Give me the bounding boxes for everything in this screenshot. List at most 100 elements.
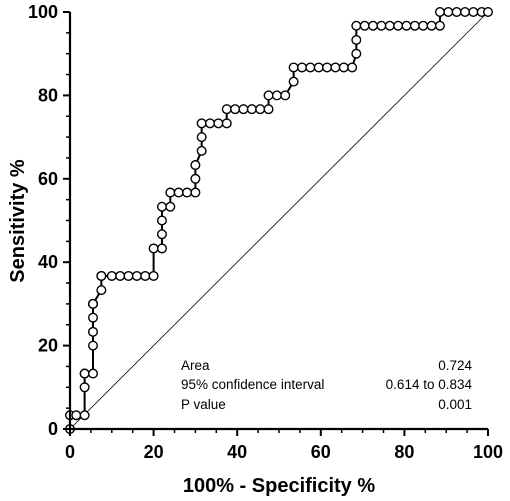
y-tick-label: 20 xyxy=(38,336,58,356)
roc-data-point xyxy=(359,20,370,31)
roc-data-point xyxy=(87,368,98,379)
roc-data-point xyxy=(271,90,282,101)
roc-data-point xyxy=(87,298,98,309)
roc-data-point xyxy=(313,62,324,73)
roc-data-point xyxy=(451,6,462,18)
roc-data-point xyxy=(205,118,216,129)
roc-data-point xyxy=(305,62,316,73)
roc-data-point xyxy=(156,215,167,226)
roc-data-point xyxy=(483,6,494,18)
roc-data-point xyxy=(263,104,274,115)
roc-data-point xyxy=(288,62,299,73)
roc-data-point xyxy=(71,410,82,421)
roc-data-point xyxy=(280,90,291,101)
roc-data-point xyxy=(87,340,98,351)
stats-label: P value xyxy=(181,397,226,412)
roc-data-point xyxy=(384,20,395,31)
roc-data-point xyxy=(401,20,412,31)
roc-data-point xyxy=(460,6,471,18)
stats-label: 95% confidence interval xyxy=(181,377,324,392)
reference-diagonal-line xyxy=(69,11,489,430)
roc-data-point xyxy=(196,118,207,129)
roc-data-point xyxy=(190,160,201,171)
y-tick-label: 60 xyxy=(38,169,58,189)
roc-data-point xyxy=(255,104,266,115)
roc-data-point xyxy=(338,62,349,73)
roc-data-point xyxy=(196,145,207,156)
roc-data-point xyxy=(213,118,224,129)
roc-data-point xyxy=(96,270,107,281)
x-tick-label: 0 xyxy=(65,442,75,462)
roc-data-point xyxy=(418,20,429,31)
roc-data-point xyxy=(351,34,362,45)
series-layer xyxy=(64,6,494,435)
roc-data-point xyxy=(238,104,249,115)
y-tick-label: 40 xyxy=(38,252,58,272)
roc-data-point xyxy=(230,104,241,115)
roc-data-point xyxy=(182,187,193,198)
roc-data-point xyxy=(131,270,142,281)
roc-data-point xyxy=(173,187,184,198)
roc-data-point xyxy=(115,270,126,281)
roc-data-point xyxy=(347,62,358,73)
y-tick-label: 80 xyxy=(38,85,58,105)
tick-label-layer: 0 20 40 60 80 100 0 20 40 60 80 100 xyxy=(28,2,503,462)
stats-table: Area 0.724 95% confidence interval 0.614 to… xyxy=(181,358,472,412)
roc-data-point xyxy=(221,118,232,129)
stats-value: 0.614 to 0.834 xyxy=(386,377,473,392)
roc-data-point xyxy=(288,76,299,87)
y-tick-label: 100 xyxy=(28,2,58,22)
roc-data-point xyxy=(156,243,167,254)
stats-value: 0.724 xyxy=(438,358,472,373)
y-axis-title: Sensitivity % xyxy=(7,159,29,283)
reference-line-layer xyxy=(69,11,489,430)
roc-data-point xyxy=(409,20,420,31)
roc-data-point xyxy=(351,48,362,59)
roc-data-point xyxy=(87,326,98,337)
x-tick-label: 100 xyxy=(473,442,503,462)
stats-value: 0.001 xyxy=(438,397,472,412)
roc-data-point xyxy=(263,90,274,101)
roc-data-point xyxy=(87,312,98,323)
x-tick-label: 40 xyxy=(227,442,247,462)
roc-data-point xyxy=(296,62,307,73)
roc-data-point xyxy=(140,270,151,281)
roc-data-point xyxy=(156,229,167,240)
roc-data-point xyxy=(221,104,232,115)
roc-data-point xyxy=(165,187,176,198)
x-tick-label: 80 xyxy=(394,442,414,462)
roc-data-point xyxy=(79,410,90,421)
x-axis-title: 100% - Specificity % xyxy=(183,475,376,497)
roc-data-point xyxy=(330,62,341,73)
roc-data-point xyxy=(123,270,134,281)
roc-data-point xyxy=(196,132,207,143)
roc-data-point xyxy=(148,243,159,254)
roc-data-point xyxy=(426,20,437,31)
roc-data-point xyxy=(165,201,176,212)
roc-data-point xyxy=(156,201,167,212)
axes-layer xyxy=(63,11,489,436)
roc-data-point xyxy=(434,20,445,31)
roc-data-point xyxy=(351,20,362,31)
x-tick-label: 20 xyxy=(144,442,164,462)
roc-data-point xyxy=(79,368,90,379)
roc-data-point xyxy=(190,173,201,184)
roc-data-point xyxy=(106,270,117,281)
roc-data-point xyxy=(393,20,404,31)
roc-data-point xyxy=(190,187,201,198)
roc-data-point xyxy=(246,104,257,115)
roc-data-point xyxy=(96,285,107,296)
roc-data-point xyxy=(376,20,387,31)
x-tick-label: 60 xyxy=(311,442,331,462)
roc-data-point xyxy=(322,62,333,73)
stats-label: Area xyxy=(181,358,210,373)
y-tick-label: 0 xyxy=(48,419,58,439)
roc-data-point xyxy=(368,20,379,31)
roc-data-point xyxy=(79,382,90,393)
roc-data-point xyxy=(468,6,479,18)
roc-data-point xyxy=(434,6,445,18)
roc-data-point xyxy=(443,6,454,18)
roc-data-point xyxy=(148,270,159,281)
